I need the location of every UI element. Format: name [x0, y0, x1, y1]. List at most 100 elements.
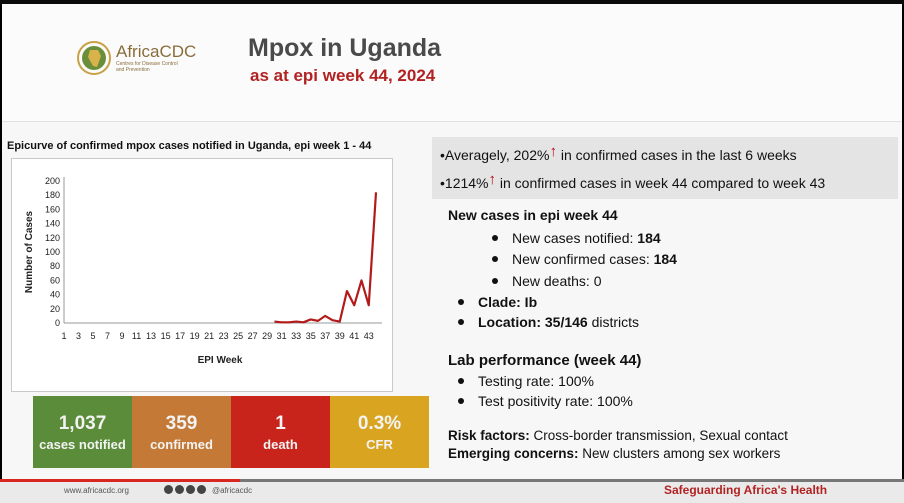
stat-value: 359 — [165, 412, 198, 434]
x-tick-label: 11 — [132, 331, 141, 341]
location-suffix: districts — [587, 314, 640, 330]
bullet-dot: • — [440, 175, 445, 191]
highlight-line-week44: •1214%↑ in confirmed cases in week 44 co… — [440, 171, 826, 192]
y-tick-label: 60 — [50, 275, 60, 285]
risk-value: Cross-border transmission, Sexual contac… — [529, 428, 788, 443]
risk-factors: Risk factors: Cross-border transmission,… — [448, 428, 788, 443]
stat-label: confirmed — [150, 436, 213, 452]
y-tick-label: 40 — [50, 290, 60, 300]
slide: AfricaCDC Centres for Disease Control an… — [2, 4, 902, 480]
epicurve-title: Epicurve of confirmed mpox cases notifie… — [7, 140, 372, 152]
x-tick-label: 19 — [190, 331, 200, 341]
highlight-average-text: in confirmed cases in the last 6 weeks — [556, 147, 797, 163]
confirmed-value: 184 — [653, 251, 677, 267]
y-tick-label: 140 — [45, 219, 60, 229]
y-tick-label: 120 — [45, 233, 60, 243]
series-line-confirmed-cases — [274, 192, 378, 324]
stat-cases-notified: 1,037 cases notified — [33, 396, 132, 468]
notified-value: 184 — [637, 230, 661, 246]
y-tick-label: 160 — [45, 204, 60, 214]
testing-rate-text: Testing rate: 100% — [478, 373, 594, 389]
x-tick-label: 25 — [233, 331, 243, 341]
facebook-icon — [164, 485, 173, 494]
emerging-concerns: Emerging concerns: New clusters among se… — [448, 446, 780, 461]
x-tick-label: 21 — [204, 331, 214, 341]
epicurve-chart: 0 20 40 60 80 100 120 140 160 180 200 1 3 5 7 9 11 13 15 17… — [11, 158, 393, 392]
x-tick-label: 37 — [320, 331, 330, 341]
highlight-week44-text: in confirmed cases in week 44 compared t… — [496, 175, 826, 191]
x-tick-label: 43 — [364, 331, 374, 341]
x-tick-label: 35 — [306, 331, 316, 341]
y-axis-label: Number of Cases — [24, 210, 35, 293]
clade-item: Clade: Ib — [458, 294, 537, 310]
x-tick-label: 39 — [335, 331, 345, 341]
video-progress-played[interactable] — [0, 479, 240, 482]
logo-name: AfricaCDC — [116, 42, 197, 61]
x-tick-label: 13 — [146, 331, 156, 341]
x-tick-label: 5 — [91, 331, 96, 341]
x-tick-label: 29 — [262, 331, 272, 341]
africa-emblem-icon — [77, 41, 111, 75]
location-item: Location: 35/146 districts — [458, 314, 639, 330]
x-tick-label: 3 — [76, 331, 81, 341]
x-tick-label: 7 — [105, 331, 110, 341]
twitter-icon — [175, 485, 184, 494]
stat-value: 1,037 — [58, 412, 107, 434]
new-confirmed-cases: New confirmed cases: 184 — [492, 251, 677, 267]
notified-label: New cases notified: — [512, 230, 638, 246]
window-top-bar — [0, 0, 904, 4]
highlight-week44-value: 1214% — [444, 175, 489, 191]
stat-death: 1 death — [231, 396, 330, 468]
slide-header: AfricaCDC Centres for Disease Control an… — [2, 4, 902, 122]
risk-label: Risk factors: — [448, 428, 530, 443]
positivity-rate: Test positivity rate: 100% — [458, 393, 633, 409]
x-tick-label: 23 — [219, 331, 229, 341]
youtube-icon — [186, 485, 195, 494]
new-cases-heading: New cases in epi week 44 — [448, 207, 618, 223]
footer-tagline: Safeguarding Africa's Health — [664, 483, 828, 497]
x-tick-label: 31 — [277, 331, 287, 341]
page-subtitle: as at epi week 44, 2024 — [250, 66, 436, 85]
footer-handle: @africacdc — [212, 486, 253, 495]
testing-rate: Testing rate: 100% — [458, 373, 594, 389]
page-title: Mpox in Uganda — [248, 34, 442, 62]
linkedin-icon — [197, 485, 206, 494]
emerging-label: Emerging concerns: — [448, 446, 579, 461]
deaths-label: New deaths: 0 — [512, 273, 602, 289]
stat-value: 1 — [275, 412, 286, 434]
highlight-box — [432, 137, 898, 199]
y-tick-label: 180 — [45, 190, 60, 200]
x-tick-label: 41 — [349, 331, 359, 341]
stat-label: CFR — [366, 436, 393, 452]
confirmed-label: New confirmed cases: — [512, 251, 654, 267]
stat-cfr: 0.3% CFR — [330, 396, 429, 468]
social-icons — [164, 485, 206, 494]
stat-value: 0.3% — [357, 412, 402, 434]
lab-heading: Lab performance (week 44) — [448, 352, 642, 369]
stat-label: cases notified — [39, 436, 126, 452]
highlight-average-value: Averagely, 202% — [444, 147, 550, 163]
x-tick-label: 17 — [175, 331, 185, 341]
bullet-dot: • — [440, 147, 445, 163]
stat-confirmed: 359 confirmed — [132, 396, 231, 468]
new-deaths: New deaths: 0 — [492, 273, 602, 289]
footer-website: www.africacdc.org — [64, 486, 129, 495]
highlight-line-average: •Averagely, 202%↑ in confirmed cases in … — [440, 143, 797, 164]
x-tick-label: 1 — [61, 331, 66, 341]
location-label: Location: 35/146 — [478, 314, 588, 330]
positivity-rate-text: Test positivity rate: 100% — [478, 393, 633, 409]
clade-label: Clade: Ib — [478, 294, 538, 310]
y-tick-label: 20 — [50, 304, 60, 314]
y-tick-label: 80 — [50, 261, 60, 271]
x-tick-label: 33 — [291, 331, 301, 341]
x-tick-label: 27 — [248, 331, 258, 341]
arrow-up-icon: ↑ — [549, 143, 557, 160]
y-tick-label: 200 — [45, 176, 60, 186]
y-tick-label: 0 — [55, 318, 60, 328]
x-axis-label: EPI Week — [198, 355, 243, 366]
video-progress-remaining[interactable] — [240, 479, 904, 482]
arrow-up-icon: ↑ — [488, 171, 497, 188]
africacdc-logo: AfricaCDC Centres for Disease Control an… — [76, 40, 196, 76]
x-tick-label: 15 — [161, 331, 171, 341]
